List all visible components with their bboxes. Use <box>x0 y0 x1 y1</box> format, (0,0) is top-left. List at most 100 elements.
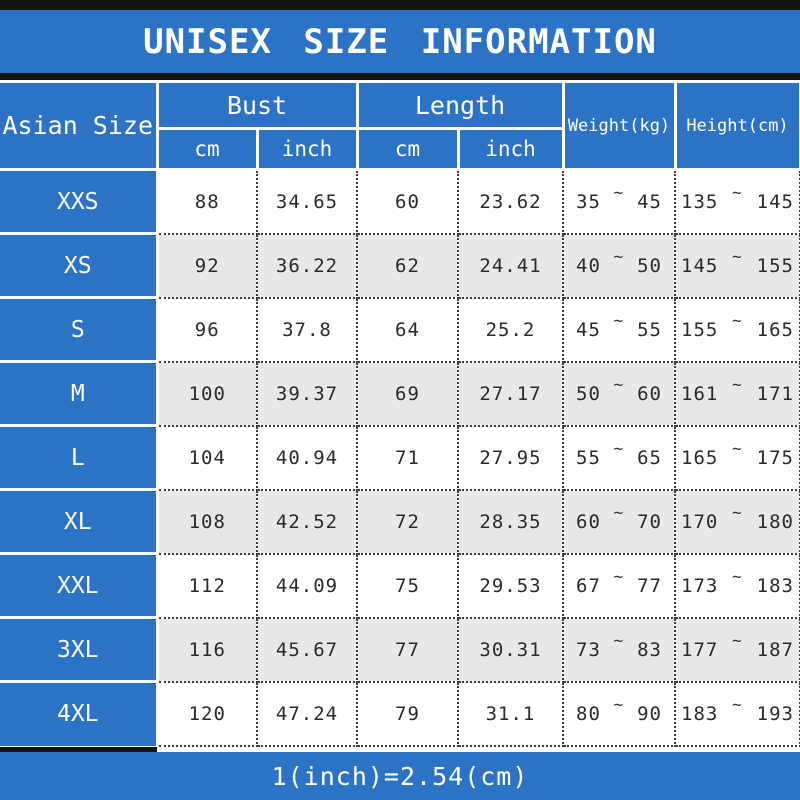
cell-weight-range: 60 ~70 <box>562 488 676 555</box>
table-row: XXS 88 34.65 60 23.62 35 ~45 135 ~145 <box>0 168 800 235</box>
cell-length-cm: 71 <box>356 424 459 491</box>
cell-weight-range-wrap: 50 ~60 <box>565 375 673 405</box>
tilde-separator: ~ <box>613 631 625 650</box>
cell-bust-inch: 40.94 <box>256 424 358 491</box>
tilde-separator: ~ <box>732 567 743 586</box>
cell-bust-cm: 116 <box>156 616 258 683</box>
cell-weight-range: 80 ~90 <box>562 680 676 747</box>
cell-height-range-wrap: 183 ~193 <box>677 695 798 725</box>
cell-bust-inch: 44.09 <box>256 552 358 619</box>
range-min: 80 <box>576 702 601 725</box>
tilde-separator: ~ <box>613 375 625 394</box>
table-row: 3XL 116 45.67 77 30.31 73 ~83 177 ~187 <box>0 616 800 683</box>
range-max: 50 <box>637 254 662 277</box>
cell-bust-inch: 34.65 <box>256 168 358 235</box>
cell-length-cm: 77 <box>356 616 459 683</box>
tilde-separator: ~ <box>613 439 625 458</box>
range-min: 165 <box>681 446 719 469</box>
cell-length-cm: 79 <box>356 680 459 747</box>
table-footer-gap <box>0 746 800 752</box>
table-row: 4XL 120 47.24 79 31.1 80 ~90 183 ~193 <box>0 680 800 747</box>
cell-height-range: 177 ~187 <box>674 616 800 683</box>
conversion-note: 1(inch)=2.54(cm) <box>271 762 529 791</box>
cell-weight-range: 35 ~45 <box>562 168 676 235</box>
header-row-groups: Asian Size Bust Length Weight(kg) Height… <box>0 80 800 171</box>
size-label: L <box>0 424 159 491</box>
header-row-units: cm inch cm inch <box>0 127 800 171</box>
cell-height-range: 173 ~183 <box>674 552 800 619</box>
cell-weight-range-wrap: 60 ~70 <box>565 503 673 533</box>
tilde-separator: ~ <box>732 375 743 394</box>
cell-weight-range-wrap: 55 ~65 <box>565 439 673 469</box>
range-min: 45 <box>576 318 601 341</box>
size-label: S <box>0 296 159 363</box>
cell-weight-range-wrap: 73 ~83 <box>565 631 673 661</box>
header-bust: Bust <box>155 80 359 130</box>
size-label: XXL <box>0 552 159 619</box>
cell-length-inch: 29.53 <box>457 552 564 619</box>
range-max: 175 <box>756 446 794 469</box>
cell-height-range-wrap: 135 ~145 <box>677 183 798 213</box>
header-bust-inch: inch <box>255 127 359 171</box>
cell-height-range: 161 ~171 <box>674 360 800 427</box>
header-height: Height(cm) <box>673 80 800 171</box>
table-row: S 96 37.8 64 25.2 45 ~55 155 ~165 <box>0 296 800 363</box>
range-max: 155 <box>756 254 794 277</box>
cell-length-cm: 75 <box>356 552 459 619</box>
cell-weight-range: 67 ~77 <box>562 552 676 619</box>
range-min: 145 <box>681 254 719 277</box>
cell-bust-cm: 96 <box>156 296 258 363</box>
cell-bust-cm: 112 <box>156 552 258 619</box>
cell-weight-range-wrap: 80 ~90 <box>565 695 673 725</box>
range-min: 60 <box>576 510 601 533</box>
range-min: 35 <box>576 190 601 213</box>
tilde-separator: ~ <box>732 503 743 522</box>
title-separator-bar <box>0 73 800 80</box>
range-max: 187 <box>756 638 794 661</box>
range-min: 183 <box>681 702 719 725</box>
cell-length-inch: 30.31 <box>457 616 564 683</box>
tilde-separator: ~ <box>732 631 743 650</box>
cell-length-cm: 62 <box>356 232 459 299</box>
cell-length-inch: 24.41 <box>457 232 564 299</box>
header-length: Length <box>355 80 565 130</box>
cell-height-range-wrap: 161 ~171 <box>677 375 798 405</box>
tilde-separator: ~ <box>613 567 625 586</box>
range-max: 55 <box>637 318 662 341</box>
cell-weight-range: 50 ~60 <box>562 360 676 427</box>
tilde-separator: ~ <box>732 183 743 203</box>
header-length-cm: cm <box>355 127 460 171</box>
range-max: 145 <box>756 190 794 213</box>
cell-height-range: 183 ~193 <box>674 680 800 747</box>
range-min: 170 <box>681 510 719 533</box>
range-max: 83 <box>637 638 662 661</box>
cell-height-range-wrap: 145 ~155 <box>677 247 798 277</box>
cell-height-range: 135 ~145 <box>674 168 800 235</box>
tilde-separator: ~ <box>613 247 625 266</box>
cell-bust-cm: 120 <box>156 680 258 747</box>
tilde-separator: ~ <box>613 695 625 714</box>
header-weight: Weight(kg) <box>561 80 677 171</box>
size-table-body: XXS 88 34.65 60 23.62 35 ~45 135 ~145 XS 92 36.22 62… <box>0 168 800 747</box>
left-column-end-bar <box>0 746 157 752</box>
cell-height-range-wrap: 165 ~175 <box>677 439 798 469</box>
page-title: UNISEX SIZE INFORMATION <box>143 21 657 62</box>
cell-length-inch: 27.95 <box>457 424 564 491</box>
tilde-separator: ~ <box>732 247 743 266</box>
cell-weight-range-wrap: 67 ~77 <box>565 567 673 597</box>
range-max: 165 <box>756 318 794 341</box>
cell-weight-range-wrap: 35 ~45 <box>565 183 673 213</box>
range-min: 40 <box>576 254 601 277</box>
cell-length-cm: 72 <box>356 488 459 555</box>
cell-length-inch: 28.35 <box>457 488 564 555</box>
header-bust-cm: cm <box>155 127 259 171</box>
cell-length-cm: 60 <box>356 168 459 235</box>
range-min: 67 <box>576 574 601 597</box>
size-table-header: Asian Size Bust Length Weight(kg) Height… <box>0 80 800 171</box>
cell-length-cm: 69 <box>356 360 459 427</box>
size-label: XS <box>0 232 159 299</box>
cell-bust-inch: 45.67 <box>256 616 358 683</box>
range-min: 177 <box>681 638 719 661</box>
cell-height-range-wrap: 155 ~165 <box>677 311 798 341</box>
